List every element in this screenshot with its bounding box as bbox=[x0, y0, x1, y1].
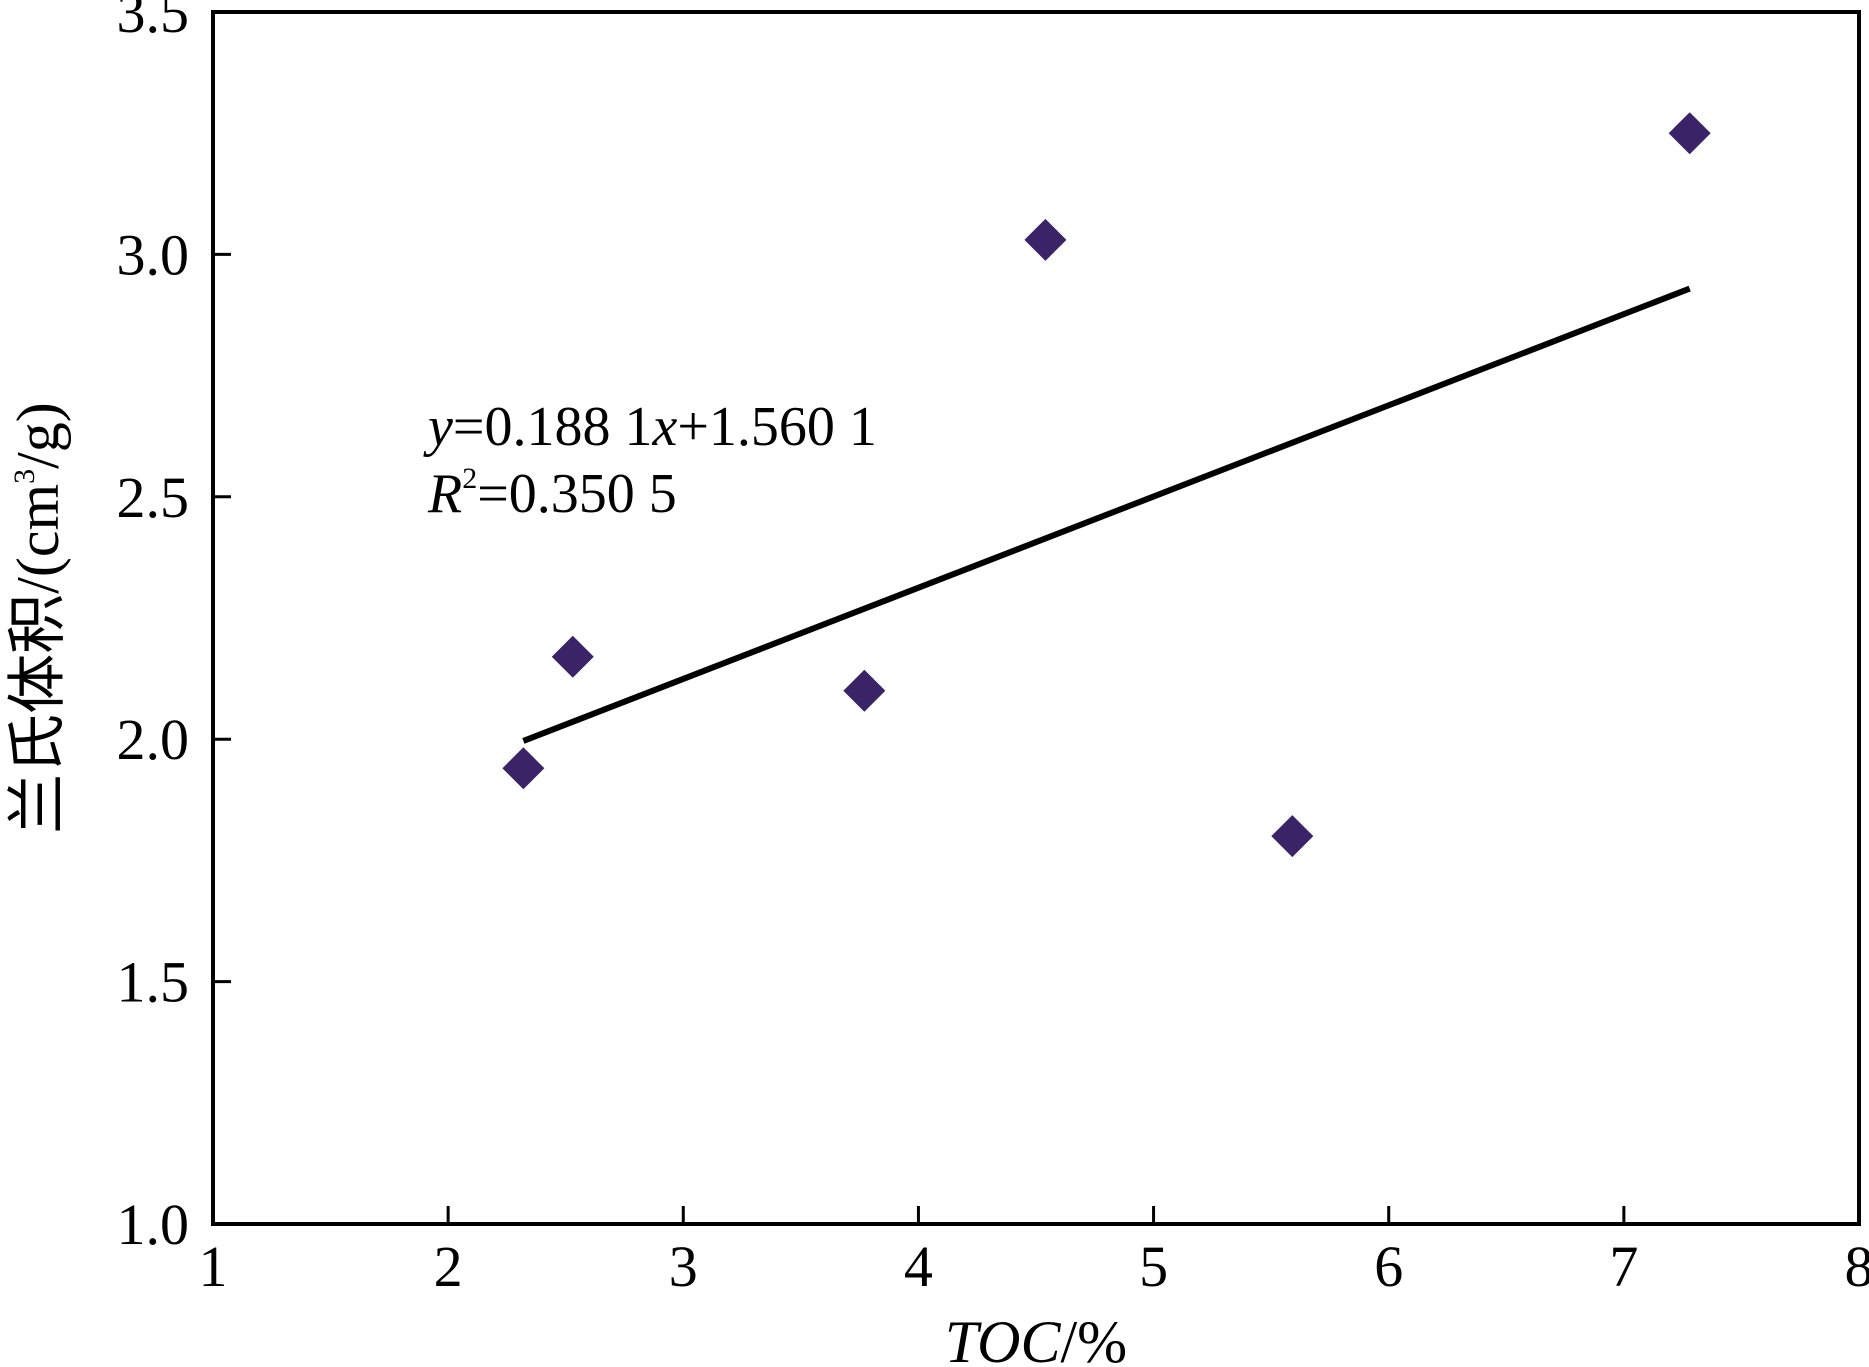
data-point bbox=[551, 635, 594, 678]
x-tick-label: 5 bbox=[1139, 1234, 1168, 1299]
y-tick-label: 1.5 bbox=[117, 950, 190, 1015]
x-tick-label: 1 bbox=[199, 1234, 228, 1299]
x-tick-label: 3 bbox=[669, 1234, 698, 1299]
x-tick-labels: 1 2 3 4 5 6 7 8 bbox=[199, 1234, 1869, 1299]
x-tick-label: 4 bbox=[904, 1234, 933, 1299]
trendline bbox=[522, 285, 1691, 744]
y-tick-label: 3.0 bbox=[117, 222, 190, 287]
y-tick-label: 1.0 bbox=[117, 1192, 190, 1257]
plot-frame bbox=[211, 10, 1861, 1226]
data-point bbox=[502, 747, 545, 790]
y-axis-title: 兰氏体积/(cm3/g) bbox=[5, 402, 71, 834]
x-tick-label: 6 bbox=[1374, 1234, 1403, 1299]
x-tick-label: 2 bbox=[434, 1234, 463, 1299]
y-tick-label: 3.5 bbox=[117, 0, 190, 45]
data-point bbox=[1668, 112, 1711, 155]
y-tick-labels: 1.0 1.5 2.0 2.5 3.0 3.5 bbox=[117, 0, 190, 1257]
data-point bbox=[1271, 815, 1314, 858]
equation-line2: R2=0.350 5 bbox=[427, 462, 677, 525]
data-points bbox=[502, 112, 1711, 858]
trendline-group bbox=[522, 285, 1691, 744]
equation-line1: y=0.188 1x+1.560 1 bbox=[423, 396, 877, 458]
y-tick-label: 2.5 bbox=[117, 465, 190, 530]
data-point bbox=[843, 669, 886, 712]
x-tick-label: 7 bbox=[1609, 1234, 1638, 1299]
y-tick-label: 2.0 bbox=[117, 707, 190, 772]
data-point bbox=[1024, 218, 1067, 261]
ticks bbox=[213, 252, 1626, 1224]
x-axis-title: TOC/% bbox=[945, 1309, 1127, 1367]
x-tick-label: 8 bbox=[1845, 1234, 1869, 1299]
